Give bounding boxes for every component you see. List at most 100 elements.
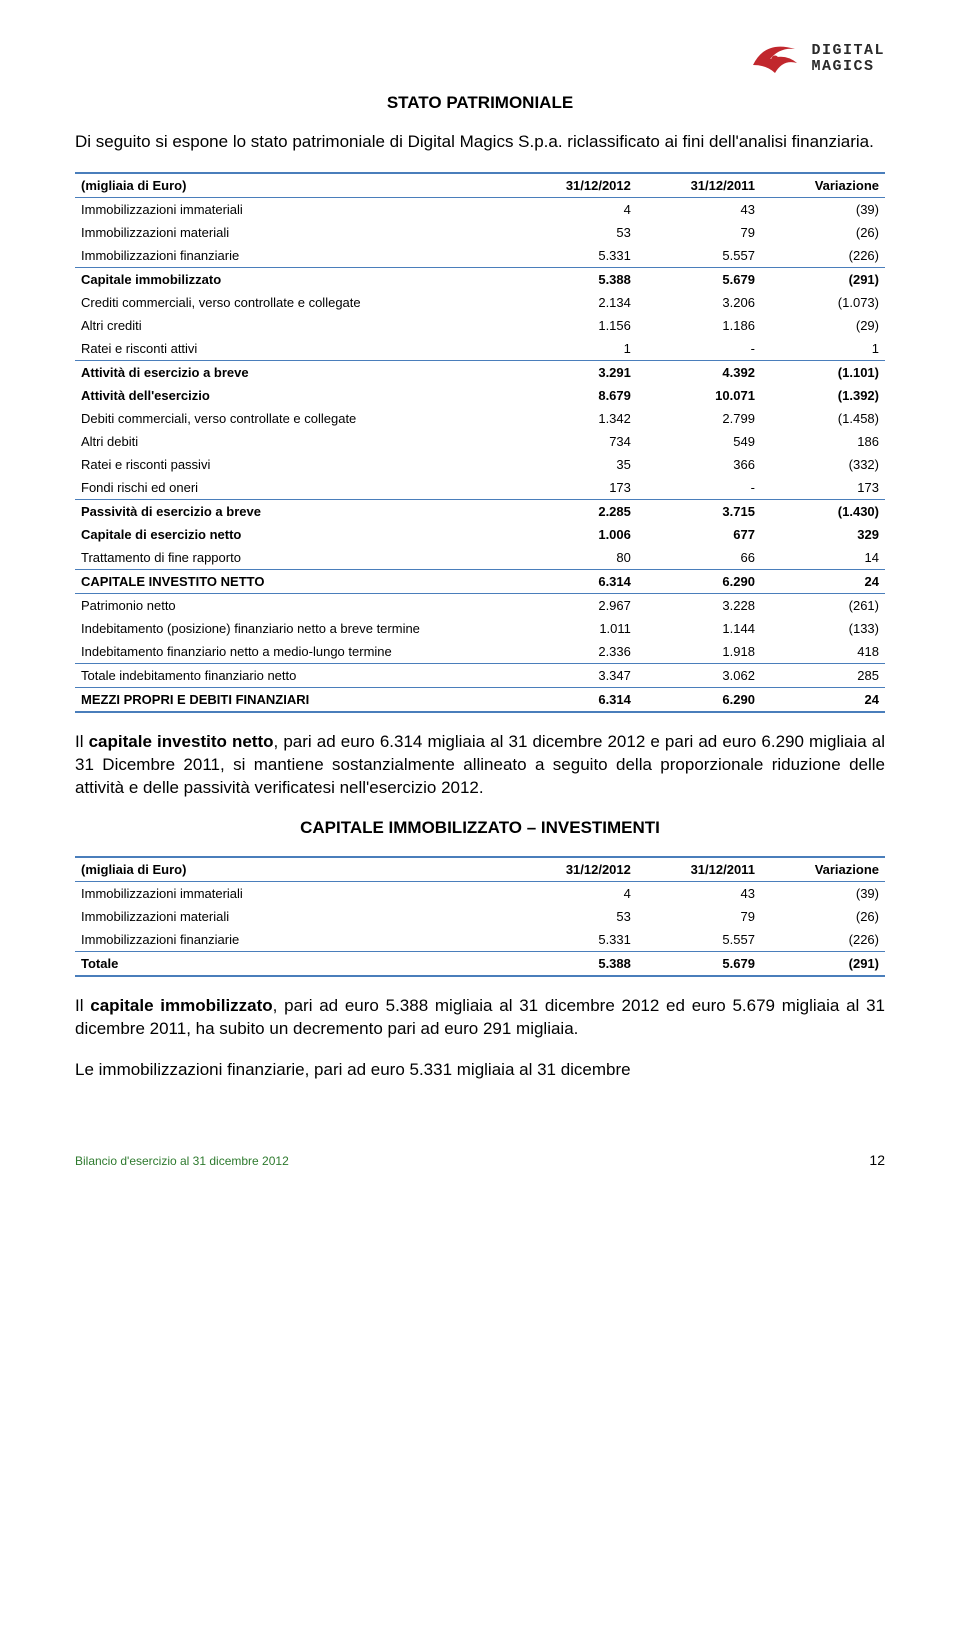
table-row: Totale indebitamento finanziario netto3.… [75,663,885,687]
table-row: Ratei e risconti attivi1-1 [75,337,885,361]
cell: 79 [637,905,761,928]
cell: Ratei e risconti attivi [75,337,513,361]
cell: 3.206 [637,291,761,314]
cell: Capitale immobilizzato [75,267,513,291]
table1-body: Immobilizzazioni immateriali443(39)Immob… [75,197,885,712]
cell: 1.156 [513,314,637,337]
table-row: Capitale immobilizzato5.3885.679(291) [75,267,885,291]
cell: Immobilizzazioni finanziarie [75,928,513,952]
cell: (1.458) [761,407,885,430]
cell: (39) [761,197,885,221]
footer-left: Bilancio d'esercizio al 31 dicembre 2012 [75,1154,289,1168]
cell: (332) [761,453,885,476]
cell: 53 [513,221,637,244]
table-row: Immobilizzazioni immateriali443(39) [75,197,885,221]
section1-intro: Di seguito si espone lo stato patrimonia… [75,131,885,154]
cell: Immobilizzazioni immateriali [75,197,513,221]
cell: (226) [761,244,885,268]
t2-h1: 31/12/2012 [513,857,637,882]
cell: (261) [761,593,885,617]
cell: 3.347 [513,663,637,687]
cell: Fondi rischi ed oneri [75,476,513,500]
cell: Immobilizzazioni materiali [75,221,513,244]
cell: 677 [637,523,761,546]
cell: Indebitamento (posizione) finanziario ne… [75,617,513,640]
cell: (26) [761,221,885,244]
cell: 186 [761,430,885,453]
cell: 5.388 [513,267,637,291]
cell: 43 [637,197,761,221]
cell: 2.799 [637,407,761,430]
table-row: Immobilizzazioni finanziarie5.3315.557(2… [75,244,885,268]
cell: Immobilizzazioni finanziarie [75,244,513,268]
t1-h2: 31/12/2011 [637,173,761,198]
table-row: Immobilizzazioni finanziarie5.3315.557(2… [75,928,885,952]
cell: 43 [637,881,761,905]
cell: 5.388 [513,951,637,976]
table-row: Capitale di esercizio netto1.006677329 [75,523,885,546]
cell: 329 [761,523,885,546]
cell: 366 [637,453,761,476]
cell: 5.679 [637,267,761,291]
table-row: Fondi rischi ed oneri173-173 [75,476,885,500]
paragraph-capitale-immobilizzato: Il capitale immobilizzato, pari ad euro … [75,995,885,1041]
cell: 24 [761,569,885,593]
stato-patrimoniale-table: (migliaia di Euro) 31/12/2012 31/12/2011… [75,172,885,713]
paragraph-immobilizzazioni-finanziarie: Le immobilizzazioni finanziarie, pari ad… [75,1059,885,1082]
cell: 6.290 [637,569,761,593]
section2-title: CAPITALE IMMOBILIZZATO – INVESTIMENTI [75,818,885,838]
table-row: Indebitamento finanziario netto a medio-… [75,640,885,664]
cell: 5.331 [513,244,637,268]
cell: Crediti commerciali, verso controllate e… [75,291,513,314]
logo-swoosh-icon [745,35,805,83]
cell: Immobilizzazioni immateriali [75,881,513,905]
t2-h3: Variazione [761,857,885,882]
cell: Passività di esercizio a breve [75,499,513,523]
table-row: Altri crediti1.1561.186(29) [75,314,885,337]
cell: 2.134 [513,291,637,314]
table-row: Passività di esercizio a breve2.2853.715… [75,499,885,523]
logo-container: DIGITAL MAGICS [75,35,885,83]
cell: 6.314 [513,569,637,593]
table-row: Attività dell'esercizio8.67910.071(1.392… [75,384,885,407]
cell: 5.679 [637,951,761,976]
cell: 4 [513,197,637,221]
cell: (39) [761,881,885,905]
cell: Totale indebitamento finanziario netto [75,663,513,687]
cell: 5.557 [637,244,761,268]
cell: 173 [513,476,637,500]
cell: 418 [761,640,885,664]
table-row: Indebitamento (posizione) finanziario ne… [75,617,885,640]
cell: 2.285 [513,499,637,523]
cell: (26) [761,905,885,928]
cell: 549 [637,430,761,453]
cell: Debiti commerciali, verso controllate e … [75,407,513,430]
cell: (1.101) [761,360,885,384]
cell: (1.430) [761,499,885,523]
t2-h0: (migliaia di Euro) [75,857,513,882]
cell: 1.011 [513,617,637,640]
cell: MEZZI PROPRI E DEBITI FINANZIARI [75,687,513,712]
cell: 4.392 [637,360,761,384]
table-row: CAPITALE INVESTITO NETTO6.3146.29024 [75,569,885,593]
section1-title: STATO PATRIMONIALE [75,93,885,113]
logo-line2: MAGICS [811,59,885,75]
cell: Ratei e risconti passivi [75,453,513,476]
cell: Attività dell'esercizio [75,384,513,407]
cell: Indebitamento finanziario netto a medio-… [75,640,513,664]
cell: 4 [513,881,637,905]
cell: 1.144 [637,617,761,640]
cell: (291) [761,951,885,976]
table-row: Attività di esercizio a breve3.2914.392(… [75,360,885,384]
table-row: Trattamento di fine rapporto806614 [75,546,885,570]
cell: (133) [761,617,885,640]
cell: Attività di esercizio a breve [75,360,513,384]
cell: 285 [761,663,885,687]
cell: 5.557 [637,928,761,952]
table-row: Altri debiti734549186 [75,430,885,453]
cell: 3.291 [513,360,637,384]
cell: 3.228 [637,593,761,617]
cell: Altri crediti [75,314,513,337]
t1-h3: Variazione [761,173,885,198]
cell: 79 [637,221,761,244]
